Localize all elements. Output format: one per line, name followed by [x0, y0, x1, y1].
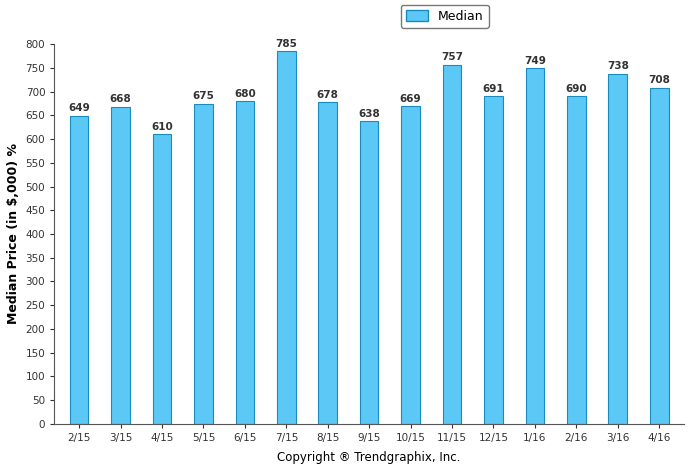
Bar [484, 96, 503, 424]
Bar [111, 107, 130, 424]
Bar [443, 65, 462, 424]
Text: 649: 649 [68, 104, 90, 114]
Text: 757: 757 [441, 52, 463, 62]
Text: 610: 610 [151, 122, 173, 132]
Text: 690: 690 [565, 84, 587, 94]
Bar [319, 102, 337, 424]
Text: 638: 638 [359, 109, 380, 119]
Text: 669: 669 [400, 94, 422, 104]
Text: 678: 678 [316, 89, 339, 100]
Y-axis label: Median Price (in $,000) %: Median Price (in $,000) % [7, 144, 20, 325]
Text: 680: 680 [234, 89, 256, 99]
Text: 708: 708 [648, 75, 670, 85]
Text: 691: 691 [482, 83, 504, 94]
Bar [70, 116, 88, 424]
Bar [609, 73, 627, 424]
X-axis label: Copyright ® Trendgraphix, Inc.: Copyright ® Trendgraphix, Inc. [278, 451, 461, 464]
Bar [360, 121, 379, 424]
Bar [194, 104, 213, 424]
Bar [236, 101, 254, 424]
Text: 668: 668 [110, 95, 131, 105]
Bar [277, 51, 296, 424]
Text: 675: 675 [193, 91, 214, 101]
Text: 785: 785 [276, 39, 297, 49]
Text: 738: 738 [607, 61, 629, 71]
Text: 749: 749 [524, 56, 546, 66]
Bar [401, 106, 420, 424]
Bar [526, 68, 545, 424]
Bar [650, 88, 668, 424]
Bar [153, 134, 171, 424]
Legend: Median: Median [401, 5, 489, 28]
Bar [567, 97, 586, 424]
